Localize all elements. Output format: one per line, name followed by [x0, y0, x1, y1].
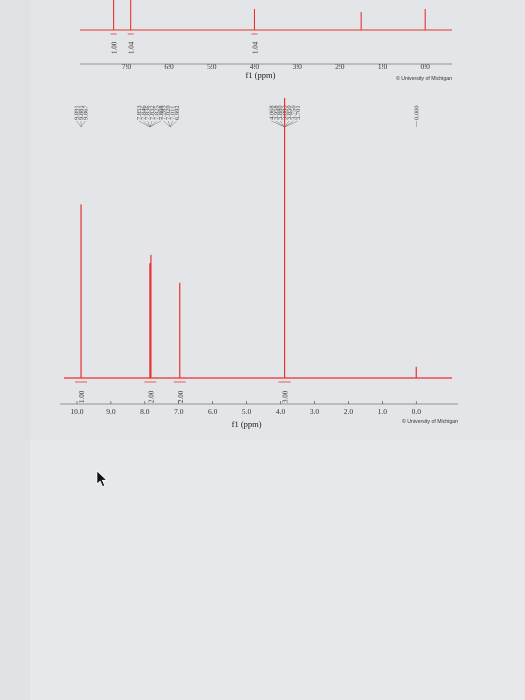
- shift-connector: [170, 120, 173, 128]
- shift-label: 7.808: [158, 105, 165, 120]
- mouse-pointer-icon: [96, 470, 108, 487]
- tick-label: 0.0: [421, 62, 431, 71]
- shift-label: 3.750: [290, 105, 297, 120]
- shift-connector: [271, 120, 285, 128]
- main-integral-marks: 1.00 2.00 2.00 3.00: [75, 381, 291, 403]
- shift-connector: [170, 120, 178, 128]
- integral-label: 1.00: [78, 390, 86, 403]
- tick-label: 2.0: [335, 62, 345, 71]
- shift-connector: [147, 120, 151, 128]
- shift-label: 7.846: [140, 105, 147, 120]
- tick-label: 5.0: [207, 62, 217, 71]
- shift-label: 6.992: [174, 105, 181, 120]
- top-x-ticks: 7.0 6.0 5.0 4.0 3.0 2.0 1.0 0.0: [122, 62, 430, 71]
- shift-connector: [280, 120, 285, 128]
- shift-connector: [275, 120, 285, 128]
- top-credit-text: © University of Michigan: [396, 75, 452, 82]
- tick-label: 2.0: [344, 407, 354, 416]
- top-x-axis-label: f1 (ppm): [245, 70, 275, 80]
- main-x-ticks: 10.0 9.0 8.0 7.0 6.0 5.0 4.0 3.0 2.0 1.0 0.0: [70, 401, 421, 416]
- shift-connector: [80, 120, 86, 128]
- shift-label: 7.825: [154, 105, 161, 120]
- shift-label: 9.867: [82, 105, 89, 120]
- shift-connector: [284, 120, 298, 128]
- tick-label: 0.0: [412, 407, 422, 416]
- shift-label: 7.011: [169, 106, 176, 120]
- main-peak-lines: [80, 98, 417, 378]
- top-integral-marks: 1.00 1.04 1.04: [110, 33, 259, 54]
- shift-label: 4.068: [268, 105, 275, 120]
- shift-label: 3.850: [286, 105, 293, 120]
- tick-label: 7.0: [122, 62, 132, 71]
- integral-label: 1.00: [111, 41, 119, 54]
- tick-label: 4.0: [250, 62, 260, 71]
- top-peak-lines: [80, 0, 452, 31]
- tick-label: 3.0: [292, 62, 302, 71]
- shift-connector: [149, 120, 157, 128]
- integral-label: 2.00: [177, 390, 185, 403]
- shift-label: 3.701: [295, 105, 302, 120]
- tick-label: 9.0: [106, 407, 116, 416]
- tick-label: 6.0: [208, 407, 218, 416]
- shift-connector: [284, 120, 294, 128]
- shift-label: 9.881: [78, 105, 85, 120]
- integral-label: 2.00: [147, 390, 155, 403]
- shift-label: 7.020: [165, 105, 172, 120]
- tick-label: 8.0: [140, 407, 150, 416]
- integral-label: 3.00: [282, 390, 290, 403]
- shift-label: 7.283: [161, 105, 168, 120]
- main-credit-text: © University of Michigan: [402, 418, 458, 425]
- shift-label: 7.836: [145, 105, 152, 120]
- tick-label: 3.0: [310, 407, 320, 416]
- tick-label: 1.0: [378, 407, 388, 416]
- shift-label: 7.853: [136, 105, 143, 120]
- shift-connector: [149, 120, 162, 128]
- shift-label: 3.958: [273, 105, 280, 120]
- integral-label: 1.04: [251, 41, 259, 54]
- tick-label: 1.0: [378, 62, 388, 71]
- shift-connector: [163, 120, 171, 128]
- shift-label: 0.000: [413, 105, 420, 120]
- shift-connector: [167, 120, 171, 128]
- tick-label: 10.0: [70, 407, 83, 416]
- shift-connector: [143, 120, 151, 128]
- shift-connector: [149, 120, 153, 128]
- shift-connector: [138, 120, 151, 128]
- shift-connector: [76, 120, 82, 128]
- top-partial-spectrum: 1.00 1.04 1.04 7.0 6.0 5.0 4.0 3.0 2.0 1.0 0.0 f1…: [80, 0, 452, 82]
- main-x-axis-label: f1 (ppm): [232, 419, 262, 429]
- shift-label: 9.891: [74, 105, 81, 120]
- tick-label: 5.0: [242, 407, 252, 416]
- shift-label: 7.832: [149, 105, 156, 120]
- tick-label: 7.0: [174, 407, 184, 416]
- tick-label: 6.0: [164, 62, 174, 71]
- tick-label: 4.0: [276, 407, 286, 416]
- shift-label: 3.880: [277, 105, 284, 120]
- integral-label: 1.04: [128, 41, 136, 54]
- shift-connector: [284, 120, 290, 128]
